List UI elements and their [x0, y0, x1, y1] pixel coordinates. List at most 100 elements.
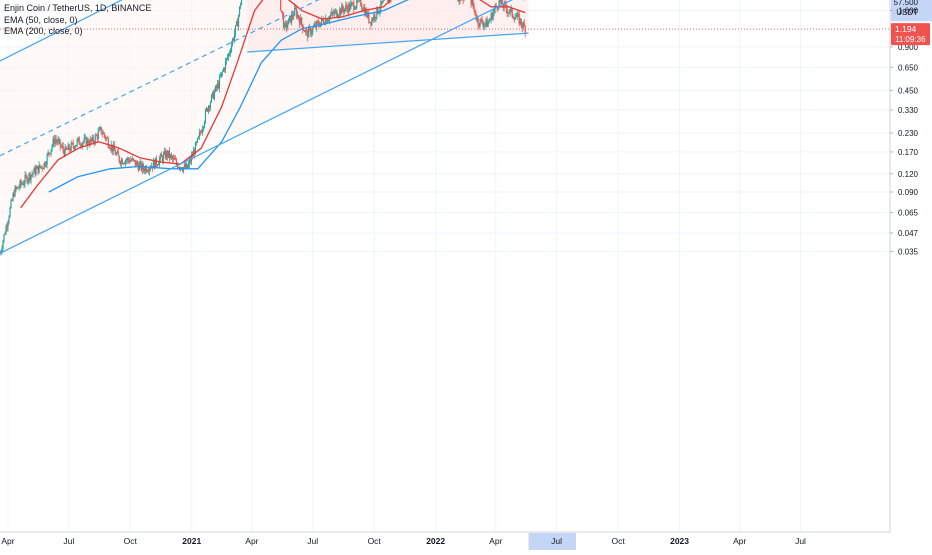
candle-body — [51, 149, 52, 154]
candle-body — [125, 161, 126, 164]
ema200-legend[interactable]: EMA (200, close, 0) — [4, 26, 151, 38]
time-tick-label: Jul — [307, 536, 318, 546]
candle-body — [222, 71, 223, 72]
candle-body — [5, 226, 6, 234]
candle-body — [239, 7, 240, 16]
candle-body — [219, 77, 220, 88]
candle-body — [47, 155, 48, 165]
candle-body — [79, 138, 80, 145]
candle-body — [356, 0, 357, 6]
candle-body — [80, 144, 81, 145]
candle-body — [355, 6, 356, 8]
candle-body — [197, 138, 198, 142]
candle-body — [490, 19, 491, 21]
countdown-value: 11:09:36 — [895, 35, 926, 44]
candle-body — [69, 145, 70, 150]
candle-body — [114, 145, 115, 151]
candle-body — [241, 0, 242, 5]
candle-body — [163, 154, 164, 161]
ema50-legend[interactable]: EMA (50, close, 0) — [4, 15, 151, 27]
candle — [474, 9, 475, 16]
candle-body — [188, 164, 189, 168]
candle-body — [118, 152, 119, 156]
candle-body — [316, 21, 317, 27]
price-tick-label: 0.035 — [898, 248, 919, 257]
candle-body — [231, 45, 232, 52]
candle-body — [63, 146, 64, 150]
symbol-title[interactable]: Enjin Coin / TetherUS, 1D, BINANCE — [4, 3, 151, 15]
candle-body — [227, 57, 228, 58]
candle-body — [30, 175, 31, 180]
chart-legend: Enjin Coin / TetherUS, 1D, BINANCE EMA (… — [4, 3, 151, 38]
candle-body — [211, 95, 212, 102]
candle-body — [203, 127, 204, 129]
price-tick-label: 0.650 — [898, 63, 919, 72]
candle-body — [360, 0, 361, 6]
channel-fills — [0, 0, 566, 253]
candle-body — [99, 129, 100, 131]
candle-body — [493, 13, 494, 20]
candle-body — [66, 147, 67, 149]
candle-body — [238, 16, 239, 27]
time-tick-label: Jul — [551, 536, 562, 546]
candle-body — [116, 153, 117, 155]
candle-body — [23, 183, 24, 184]
time-tick-label: 2023 — [670, 536, 689, 546]
time-tick-label: Oct — [124, 536, 138, 546]
candle-body — [480, 19, 481, 26]
price-tick-label: 0.450 — [898, 87, 919, 96]
candle — [76, 145, 77, 147]
candle-body — [101, 127, 102, 133]
candle-body — [328, 20, 329, 21]
candle-body — [301, 18, 302, 25]
price-tick-label: 0.170 — [898, 148, 919, 157]
candle-body — [119, 156, 120, 162]
currency-label: USDT — [896, 8, 918, 17]
candle-body — [306, 30, 307, 31]
candle-body — [382, 1, 383, 3]
candle-body — [489, 21, 490, 23]
candle-body — [73, 143, 74, 146]
candle-body — [46, 164, 47, 165]
candle-body — [109, 147, 110, 149]
candle-body — [9, 208, 10, 217]
candle — [525, 25, 526, 37]
candle-body — [52, 146, 53, 150]
price-scale-bg — [890, 0, 932, 550]
corner — [891, 533, 932, 550]
time-tick-label: Jul — [795, 536, 806, 546]
candle-body — [472, 0, 473, 6]
candle-body — [31, 174, 32, 175]
candle-body — [312, 28, 313, 33]
candle-body — [18, 187, 19, 188]
candle-body — [24, 175, 25, 183]
candle-body — [49, 152, 50, 153]
candle-body — [205, 111, 206, 122]
candle-body — [473, 6, 474, 9]
candle-body — [139, 164, 140, 170]
candle-body — [494, 10, 495, 13]
candle-body — [75, 146, 76, 148]
candle-body — [221, 72, 222, 76]
candle-body — [198, 136, 199, 138]
candle — [239, 6, 240, 17]
candle-body — [220, 76, 221, 77]
candle-body — [58, 140, 59, 142]
candle-body — [35, 169, 36, 175]
candle-body — [71, 143, 72, 151]
candle-body — [229, 53, 230, 54]
candle-body — [485, 23, 486, 24]
candle-body — [474, 9, 475, 15]
candle-body — [342, 5, 343, 9]
candle-body — [282, 11, 283, 15]
time-tick-label: Apr — [1, 536, 14, 546]
candle-body — [516, 17, 517, 18]
candle-body — [161, 154, 162, 156]
candle-body — [293, 16, 294, 17]
candle-body — [383, 0, 384, 1]
candle — [288, 18, 289, 24]
price-scale[interactable]: 0.0350.0470.0650.0900.1200.1700.2300.330… — [890, 0, 932, 550]
